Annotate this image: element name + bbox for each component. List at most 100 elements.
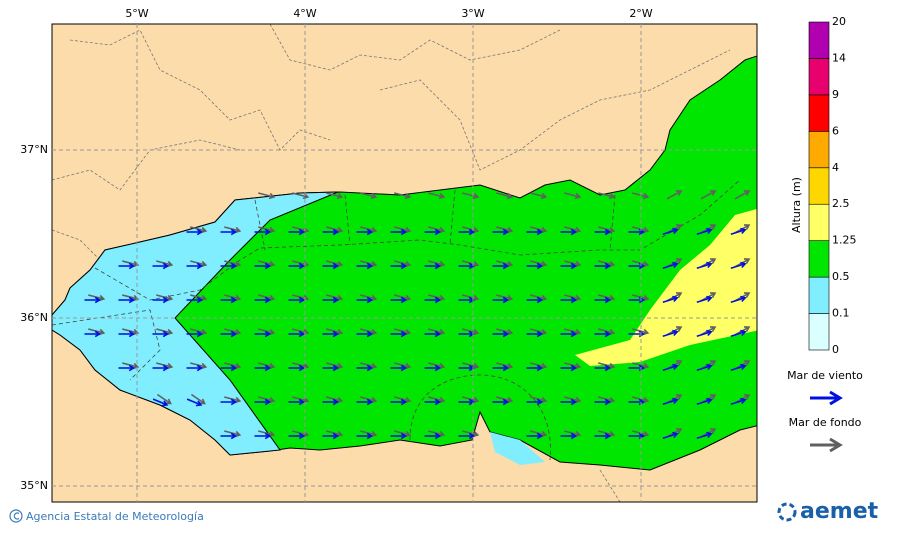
colorbar-label: 14 bbox=[832, 51, 846, 64]
wind-arrow bbox=[288, 262, 306, 270]
swell-arrow bbox=[258, 192, 276, 200]
wind-arrow bbox=[322, 228, 340, 236]
lon-label: 5°W bbox=[125, 7, 148, 20]
wind-arrow bbox=[696, 227, 713, 235]
wind-arrow bbox=[526, 330, 544, 338]
swell-arrow bbox=[496, 192, 514, 200]
swell-arrow bbox=[156, 393, 172, 405]
lat-label: 37°N bbox=[20, 143, 48, 156]
wind-arrow bbox=[288, 432, 306, 440]
wind-arrow bbox=[220, 296, 238, 304]
colorbar-segment bbox=[808, 94, 830, 132]
wind-arrow bbox=[424, 330, 442, 338]
credit: Agencia Estatal de Meteorología bbox=[26, 510, 204, 523]
wind-arrow bbox=[696, 397, 713, 405]
wind-arrow bbox=[390, 296, 408, 304]
wind-arrow bbox=[254, 330, 272, 338]
wind-arrow bbox=[594, 228, 612, 236]
wind-arrow bbox=[526, 262, 544, 270]
colorbar-segment bbox=[808, 313, 830, 351]
wind-arrow bbox=[118, 364, 136, 372]
sea-cyan bbox=[490, 432, 545, 465]
swell-arrow bbox=[700, 190, 717, 200]
swell-arrow bbox=[190, 393, 206, 405]
wind-arrow bbox=[594, 262, 612, 270]
wind-arrow bbox=[220, 330, 238, 338]
swell-arrow bbox=[462, 192, 480, 200]
wind-arrow bbox=[322, 432, 340, 440]
wind-arrow bbox=[390, 228, 408, 236]
lon-label: 2°W bbox=[629, 7, 652, 20]
wind-arrow bbox=[662, 329, 679, 337]
wind-arrow bbox=[560, 228, 578, 236]
wind-arrow bbox=[254, 228, 272, 236]
wind-arrow bbox=[560, 364, 578, 372]
wind-arrow bbox=[424, 228, 442, 236]
wind-arrow bbox=[526, 398, 544, 406]
wind-arrow bbox=[220, 364, 238, 372]
wind-arrow bbox=[560, 330, 578, 338]
colorbar-label: 2.5 bbox=[832, 197, 850, 210]
lon-label: 4°W bbox=[293, 7, 316, 20]
wind-arrow bbox=[322, 262, 340, 270]
colorbar-label: 20 bbox=[832, 15, 846, 28]
wind-arrow bbox=[730, 397, 747, 405]
wind-arrow bbox=[730, 261, 747, 269]
wind-arrow bbox=[594, 364, 612, 372]
wind-arrow bbox=[560, 398, 578, 406]
wind-arrow bbox=[560, 296, 578, 304]
wind-arrow bbox=[424, 262, 442, 270]
wind-arrow bbox=[186, 262, 204, 270]
legend-arrow bbox=[810, 437, 843, 453]
wind-arrow bbox=[424, 296, 442, 304]
wind-arrow bbox=[152, 398, 169, 407]
wind-arrow bbox=[220, 432, 238, 440]
wind-arrow bbox=[492, 296, 510, 304]
swell-arrow bbox=[598, 192, 616, 200]
wind-arrow bbox=[186, 330, 204, 338]
wind-arrow bbox=[322, 398, 340, 406]
wind-arrow bbox=[356, 432, 374, 440]
swell-arrow bbox=[394, 192, 412, 200]
wind-arrow bbox=[220, 228, 238, 236]
wind-arrow bbox=[730, 227, 747, 235]
wind-arrow bbox=[254, 432, 272, 440]
wind-arrow bbox=[662, 227, 679, 235]
wind-arrow bbox=[220, 398, 238, 406]
wind-arrow bbox=[594, 398, 612, 406]
wind-arrow bbox=[356, 262, 374, 270]
colorbar-segment bbox=[808, 276, 830, 314]
wind-arrow bbox=[696, 261, 713, 269]
wind-arrow bbox=[288, 296, 306, 304]
wind-arrow bbox=[288, 398, 306, 406]
wind-arrow bbox=[152, 364, 170, 372]
wind-arrow bbox=[322, 296, 340, 304]
colorbar-segment bbox=[808, 131, 830, 169]
wind-arrow bbox=[696, 295, 713, 303]
wind-arrow bbox=[220, 262, 238, 270]
wind-arrow bbox=[390, 432, 408, 440]
swell-arrow bbox=[734, 190, 751, 200]
wind-arrow bbox=[118, 262, 136, 270]
lat-label: 35°N bbox=[20, 479, 48, 492]
lat-label: 36°N bbox=[20, 311, 48, 324]
colorbar-segment bbox=[808, 203, 830, 241]
logo-icon bbox=[777, 502, 797, 522]
wind-arrow bbox=[526, 296, 544, 304]
wind-arrow bbox=[322, 330, 340, 338]
colorbar-label: 4 bbox=[832, 161, 839, 174]
graticule: 5°W 4°W 3°W 2°W 37°N 36°N 35°N bbox=[20, 7, 757, 502]
wind-arrow bbox=[288, 228, 306, 236]
wind-arrow bbox=[662, 431, 679, 439]
wind-arrow bbox=[152, 330, 170, 338]
wind-arrow bbox=[730, 295, 747, 303]
wind-arrow bbox=[730, 363, 747, 371]
wind-arrow bbox=[662, 397, 679, 405]
wind-arrow bbox=[390, 398, 408, 406]
wind-arrow bbox=[560, 262, 578, 270]
wind-arrow bbox=[390, 364, 408, 372]
swell-arrow bbox=[530, 192, 548, 200]
wind-arrow bbox=[424, 432, 442, 440]
wind-arrow bbox=[526, 364, 544, 372]
